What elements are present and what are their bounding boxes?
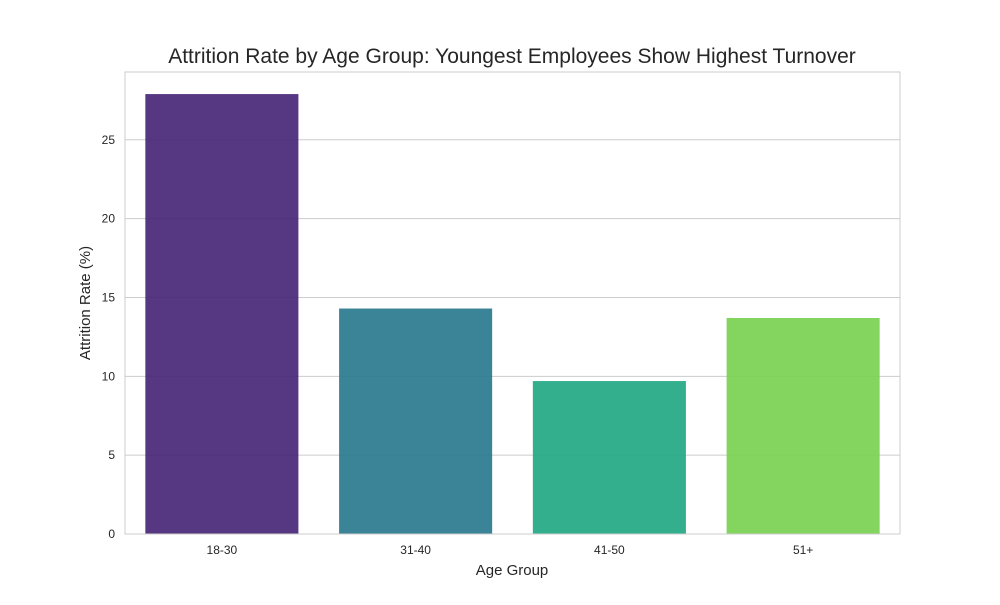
y-tick-label: 25 [102,133,116,147]
bar-31-40 [339,308,493,534]
y-ticks: 0 5 10 15 20 25 [102,133,116,541]
plot-frame [124,71,901,535]
x-tick-label: 41-50 [594,543,625,557]
x-tick-label: 31-40 [400,543,431,557]
bar-18-30 [145,94,299,535]
y-tick-label: 15 [102,290,116,304]
y-tick-label: 0 [108,527,115,541]
bar-51+ [726,317,880,534]
bar-41-50 [532,381,686,534]
y-tick-label: 20 [102,212,116,226]
x-tick-label: 18-30 [207,543,238,557]
chart-title: Attrition Rate by Age Group: Youngest Em… [168,45,856,68]
x-axis-label: Age Group [476,562,549,579]
x-ticks: 18-30 31-40 41-50 51+ [207,543,814,557]
y-tick-label: 5 [108,448,115,462]
y-tick-label: 10 [102,369,116,383]
bars [145,94,880,535]
x-tick-label: 51+ [793,543,813,557]
y-axis-label: Attrition Rate (%) [77,246,94,360]
